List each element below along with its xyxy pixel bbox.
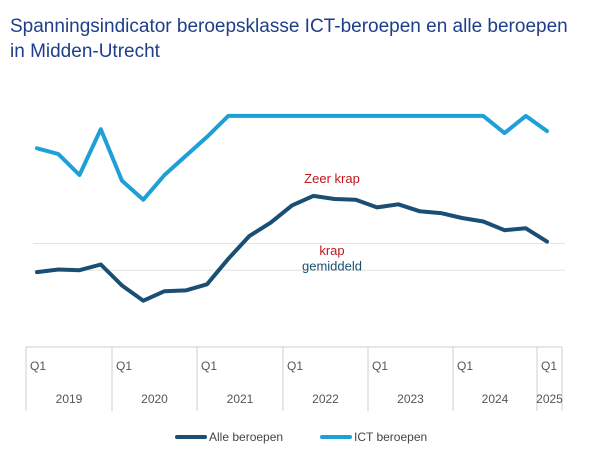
zone-label-0: Zeer krap xyxy=(304,171,360,186)
tick-label-q1: Q1 xyxy=(201,359,217,373)
tick-label-q1: Q1 xyxy=(30,359,46,373)
series-line-0 xyxy=(35,193,549,303)
year-label-2024: 2024 xyxy=(482,392,509,406)
zone-lines xyxy=(33,243,565,271)
tick-label-q1: Q1 xyxy=(541,359,557,373)
zone-label-1: krap xyxy=(319,243,344,258)
legend: Alle beroepen ICT beroepen xyxy=(175,430,427,444)
year-label-2020: 2020 xyxy=(141,392,168,406)
tick-label-q1: Q1 xyxy=(372,359,388,373)
chart-title: Spanningsindicator beroepsklasse ICT-ber… xyxy=(10,16,568,62)
tick-label-q1: Q1 xyxy=(116,359,132,373)
legend-label-1: ICT beroepen xyxy=(354,430,427,444)
year-label-2023: 2023 xyxy=(397,392,424,406)
year-label-2021: 2021 xyxy=(227,392,254,406)
tick-label-q1: Q1 xyxy=(457,359,473,373)
legend-label-0: Alle beroepen xyxy=(209,430,283,444)
zone-label-2: gemiddeld xyxy=(302,258,362,273)
series-line-1 xyxy=(35,113,549,202)
tick-label-q1: Q1 xyxy=(287,359,303,373)
series-lines xyxy=(35,113,549,303)
year-label-2022: 2022 xyxy=(312,392,339,406)
year-label-2019: 2019 xyxy=(56,392,83,406)
year-label-2025: 2025 xyxy=(536,392,563,406)
x-axis: Q1 2019 Q1 2020 Q1 2021 Q1 2022 Q1 2023 Q1 2024 Q1 20… xyxy=(25,346,563,411)
